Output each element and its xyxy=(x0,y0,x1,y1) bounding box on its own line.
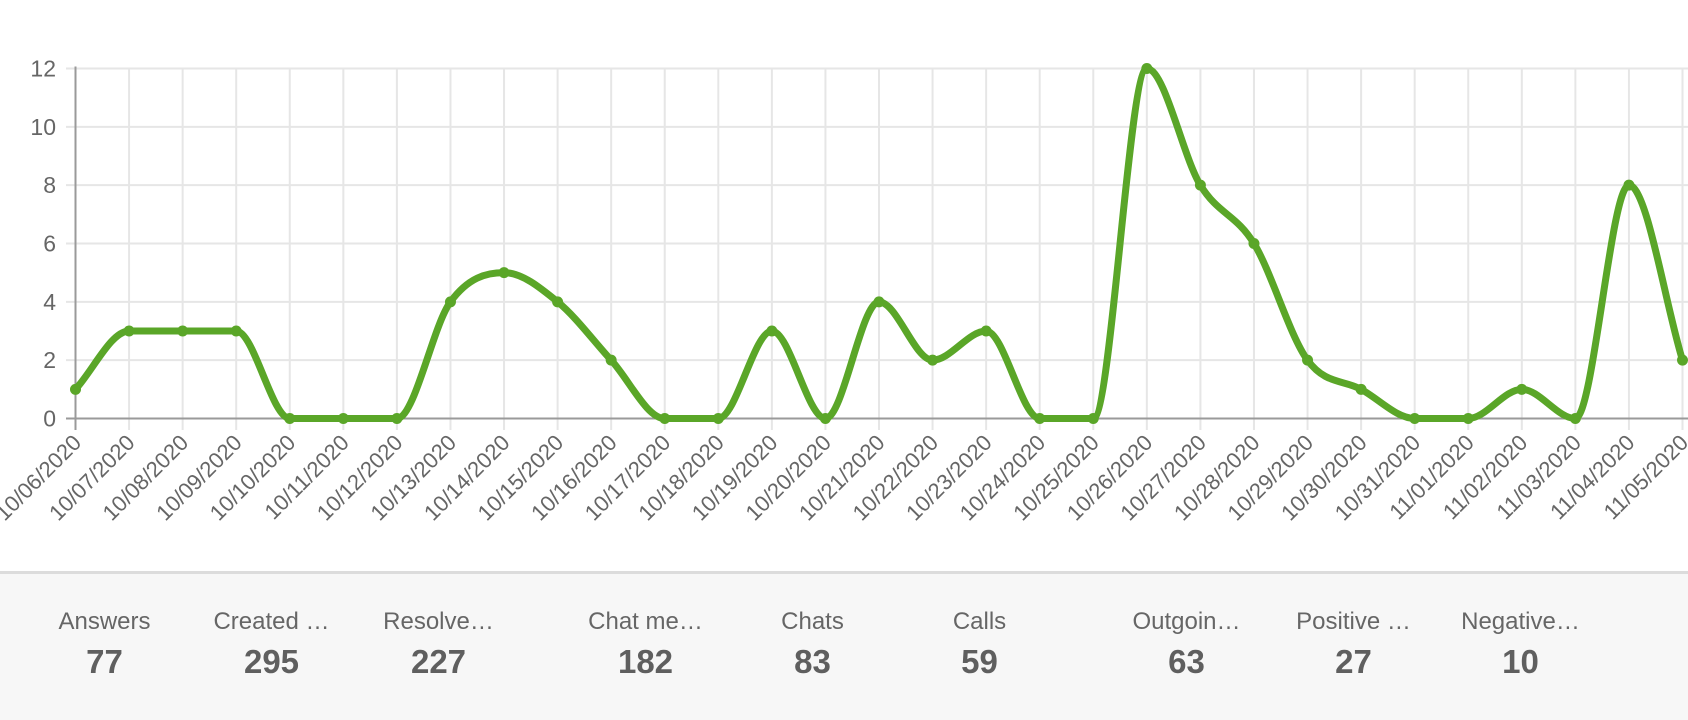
stats-row: Answers 77 Created … 295 Resolve… 227 Chat me…… xyxy=(21,608,1688,681)
y-axis-label: 8 xyxy=(43,172,56,198)
stat-label-chats: Chats xyxy=(781,608,844,635)
stat-value-calls: 59 xyxy=(961,643,998,680)
y-axis-label: 12 xyxy=(30,55,56,81)
data-point[interactable] xyxy=(70,383,81,395)
data-point[interactable] xyxy=(1194,179,1206,191)
data-point[interactable] xyxy=(123,325,135,337)
y-axis-label: 6 xyxy=(43,230,56,256)
data-point[interactable] xyxy=(819,413,831,424)
y-axis-label: 10 xyxy=(30,114,56,140)
data-point[interactable] xyxy=(712,413,724,424)
stat-label-positive: Positive … xyxy=(1296,608,1411,635)
stat-label-calls: Calls xyxy=(952,608,1007,635)
data-point[interactable] xyxy=(1623,179,1635,191)
stat-value-chat-me: 182 xyxy=(617,643,674,680)
stat-value-created: 295 xyxy=(243,643,300,680)
data-point[interactable] xyxy=(1409,413,1421,424)
stat-card-calls[interactable]: Calls 59 xyxy=(896,608,1063,681)
data-point[interactable] xyxy=(1034,413,1046,424)
stat-card-chats[interactable]: Chats 83 xyxy=(729,608,896,681)
data-point[interactable] xyxy=(1355,383,1367,395)
chart-canvas[interactable]: 02468101210/06/202010/07/202010/08/20201… xyxy=(0,0,1688,571)
y-axis-label: 2 xyxy=(43,347,56,373)
data-point[interactable] xyxy=(873,296,885,308)
data-point[interactable] xyxy=(1248,237,1260,249)
stat-card-answers[interactable]: Answers 77 xyxy=(21,608,188,681)
data-point[interactable] xyxy=(1569,413,1581,424)
stat-value-resolve: 227 xyxy=(410,643,467,680)
stat-card-resolve[interactable]: Resolve… 227 xyxy=(355,608,522,681)
y-axis-label: 4 xyxy=(43,289,56,315)
data-point[interactable] xyxy=(230,325,242,337)
data-point[interactable] xyxy=(605,354,617,366)
data-point[interactable] xyxy=(659,413,671,424)
stat-value-answers: 77 xyxy=(86,643,123,680)
data-point[interactable] xyxy=(177,325,189,337)
stat-value-negative: 10 xyxy=(1502,643,1539,680)
stat-label-negative: Negative… xyxy=(1461,608,1580,635)
metrics-summary-bar: Answers 77 Created … 295 Resolve… 227 Chat me…… xyxy=(0,571,1688,720)
data-point[interactable] xyxy=(444,296,456,308)
data-point[interactable] xyxy=(1087,413,1099,424)
metrics-line-chart[interactable]: 0 2 4 6 8 10 12 10/06/2020 10/07/2020 10/08/2020 1… xyxy=(0,0,1688,571)
stat-card-positive[interactable]: Positive … 27 xyxy=(1270,608,1437,681)
stat-label-outgoin: Outgoin… xyxy=(1132,608,1241,635)
stat-value-outgoin: 63 xyxy=(1168,643,1205,680)
stat-value-positive: 27 xyxy=(1335,643,1372,680)
stat-label-chat-me: Chat me… xyxy=(588,608,703,635)
data-point[interactable] xyxy=(498,267,510,279)
data-point[interactable] xyxy=(552,296,564,308)
stat-label-resolve: Resolve… xyxy=(383,608,494,635)
stat-value-chats: 83 xyxy=(794,643,831,680)
data-point[interactable] xyxy=(391,413,403,424)
stat-card-created[interactable]: Created … 295 xyxy=(188,608,355,681)
y-axis-label: 0 xyxy=(43,406,56,432)
stat-label-created: Created … xyxy=(213,608,330,635)
stat-card-negative[interactable]: Negative… 10 xyxy=(1437,608,1604,681)
data-point[interactable] xyxy=(1141,62,1153,74)
stat-card-outgoin[interactable]: Outgoin… 63 xyxy=(1103,608,1270,681)
stat-card-chat-me[interactable]: Chat me… 182 xyxy=(562,608,729,681)
data-point[interactable] xyxy=(337,413,349,424)
data-point[interactable] xyxy=(927,354,939,366)
data-point[interactable] xyxy=(766,325,778,337)
data-point[interactable] xyxy=(1462,413,1474,424)
data-point[interactable] xyxy=(284,413,296,424)
stat-label-answers: Answers xyxy=(58,608,151,635)
data-point[interactable] xyxy=(980,325,992,337)
data-point[interactable] xyxy=(1516,383,1528,395)
data-point[interactable] xyxy=(1302,354,1314,366)
data-point[interactable] xyxy=(1677,354,1688,366)
